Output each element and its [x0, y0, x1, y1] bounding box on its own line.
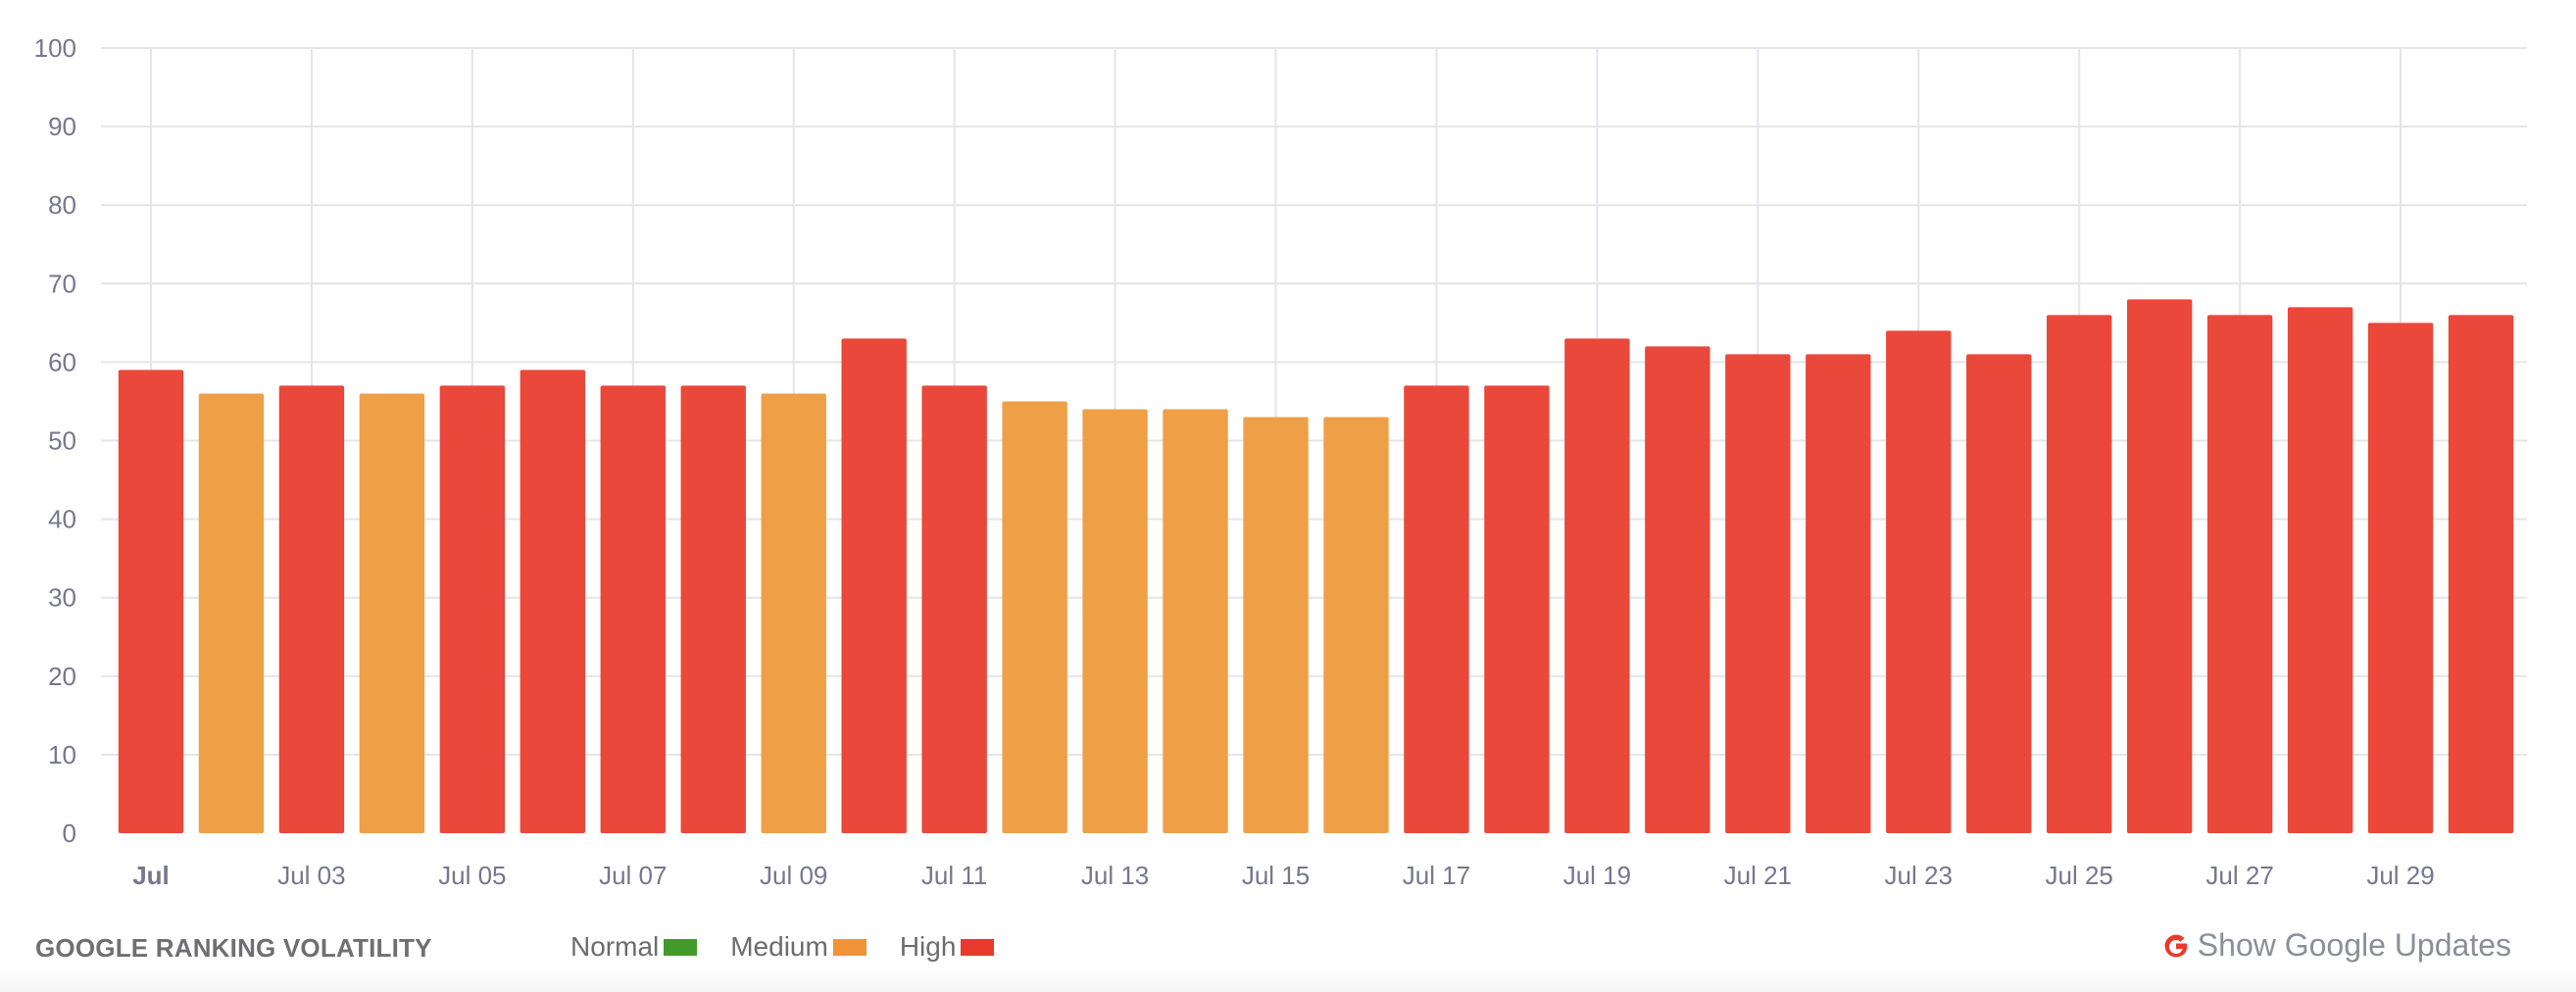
- bar-jul-26[interactable]: [2126, 299, 2193, 833]
- y-tick-label: 100: [34, 33, 76, 63]
- bar-jul-06[interactable]: [520, 370, 586, 833]
- x-tick-label: Jul 05: [438, 861, 506, 890]
- bar-jul-09[interactable]: [761, 393, 826, 833]
- legend-item-normal[interactable]: Normal: [570, 931, 698, 963]
- legend-label-normal: Normal: [570, 931, 660, 962]
- y-axis-labels: 0 10 20 30 40 50 60 70 80 90 100: [34, 33, 76, 848]
- bar-jul-16[interactable]: [1323, 417, 1389, 833]
- bar-jul-08[interactable]: [680, 385, 746, 833]
- legend-label-medium: Medium: [730, 931, 828, 962]
- bar-jul-01[interactable]: [118, 370, 184, 833]
- bar-jul-30[interactable]: [2448, 315, 2514, 834]
- y-tick-label: 60: [48, 347, 76, 376]
- bar-jul-24[interactable]: [1966, 354, 2032, 833]
- y-tick-label: 70: [48, 269, 76, 298]
- x-tick-label: Jul 15: [1242, 861, 1310, 890]
- show-google-updates-button[interactable]: Show Google Updates: [2160, 927, 2511, 964]
- x-axis-labels: Jul Jul 03 Jul 05 Jul 07 Jul 09 Jul 11 Jul 13 J…: [132, 861, 2435, 890]
- bar-jul-12[interactable]: [1002, 401, 1067, 833]
- y-tick-label: 90: [48, 112, 76, 141]
- bar-jul-23[interactable]: [1886, 330, 1952, 833]
- legend-swatch-high: [961, 938, 995, 956]
- x-tick-label: Jul 11: [921, 861, 987, 890]
- y-tick-label: 30: [48, 583, 76, 613]
- chart-title: GOOGLE RANKING VOLATILITY: [35, 933, 432, 963]
- bar-jul-28[interactable]: [2287, 307, 2353, 834]
- x-tick-label: Jul 19: [1563, 861, 1631, 890]
- x-tick-label: Jul 09: [760, 861, 827, 890]
- bar-jul-03[interactable]: [278, 385, 345, 833]
- google-g-icon: [2164, 934, 2188, 957]
- legend-item-high[interactable]: High: [900, 931, 995, 963]
- bar-jul-21[interactable]: [1725, 354, 1791, 833]
- bar-jul-13[interactable]: [1082, 409, 1148, 833]
- bar-jul-18[interactable]: [1484, 385, 1550, 833]
- y-tick-label: 80: [48, 190, 76, 220]
- bars: [118, 299, 2514, 834]
- bar-jul-07[interactable]: [600, 385, 666, 833]
- bar-jul-04[interactable]: [359, 393, 425, 833]
- x-tick-label: Jul 27: [2205, 861, 2273, 890]
- x-tick-label: Jul 03: [277, 861, 345, 890]
- footer-background: [0, 966, 2576, 992]
- bar-jul-11[interactable]: [921, 385, 987, 833]
- bar-jul-17[interactable]: [1404, 385, 1469, 833]
- bar-jul-19[interactable]: [1564, 338, 1630, 833]
- x-tick-label: Jul 17: [1403, 861, 1470, 890]
- y-tick-label: 40: [48, 505, 76, 534]
- bar-jul-25[interactable]: [2046, 315, 2112, 834]
- x-tick-label: Jul: [132, 861, 170, 890]
- x-tick-label: Jul 25: [2045, 861, 2112, 890]
- bar-jul-29[interactable]: [2367, 322, 2434, 834]
- bar-jul-05[interactable]: [439, 385, 506, 833]
- bar-jul-22[interactable]: [1806, 354, 1871, 833]
- legend: Normal Medium High: [570, 931, 1027, 963]
- bar-jul-27[interactable]: [2206, 315, 2273, 834]
- x-tick-label: Jul 23: [1885, 861, 1953, 890]
- legend-swatch-medium: [832, 938, 867, 956]
- bar-jul-10[interactable]: [841, 338, 907, 833]
- legend-item-medium[interactable]: Medium: [730, 931, 867, 963]
- bar-jul-14[interactable]: [1163, 409, 1228, 833]
- show-google-updates-label: Show Google Updates: [2197, 927, 2511, 963]
- y-tick-label: 0: [63, 818, 76, 848]
- y-tick-label: 10: [48, 740, 76, 769]
- y-tick-label: 50: [48, 426, 76, 456]
- x-tick-label: Jul 29: [2366, 861, 2434, 890]
- y-tick-label: 20: [48, 662, 76, 691]
- legend-swatch-normal: [664, 938, 698, 956]
- x-tick-label: Jul 21: [1724, 861, 1792, 890]
- bar-jul-02[interactable]: [198, 393, 265, 833]
- x-tick-label: Jul 07: [599, 861, 667, 890]
- y-gridlines: [101, 47, 2527, 756]
- bar-jul-15[interactable]: [1243, 417, 1309, 833]
- x-tick-label: Jul 13: [1081, 861, 1149, 890]
- bar-jul-20[interactable]: [1645, 346, 1710, 833]
- legend-label-high: High: [899, 931, 957, 962]
